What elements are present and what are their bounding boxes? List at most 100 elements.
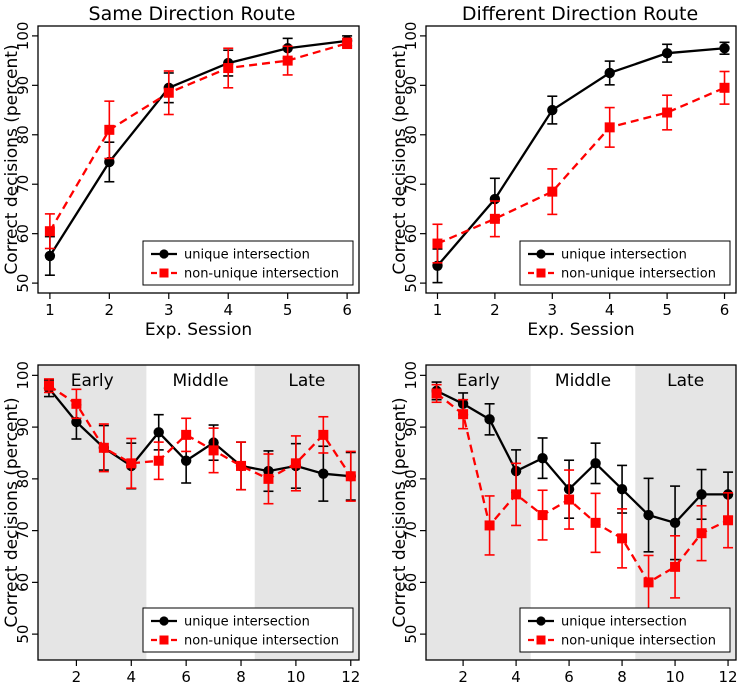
y-axis-label: Correct decisions (percent)	[2, 397, 22, 627]
legend-label: unique intersection	[561, 248, 687, 263]
x-tick-label: 2	[490, 301, 500, 319]
data-point-circle	[661, 47, 673, 59]
x-tick-label: 5	[283, 301, 293, 319]
x-tick-label: 4	[127, 668, 137, 686]
y-tick-label: 70	[14, 175, 32, 194]
panel-different-direction-serial: EarlyMiddleLate506070809010024681012Seri…	[390, 361, 737, 688]
x-tick-label: 4	[605, 301, 615, 319]
data-point-circle	[547, 104, 558, 116]
y-tick-label: 90	[14, 76, 32, 95]
plot-frame	[37, 364, 360, 661]
legend-label: unique intersection	[561, 615, 687, 630]
y-axis-label: Correct decisions (percent)	[390, 44, 410, 274]
data-point-square	[643, 577, 654, 588]
y-axis-label: Correct decisions (percent)	[2, 44, 22, 274]
y-tick-label: 100	[14, 22, 32, 51]
y-axis-label: Correct decisions (percent)	[390, 397, 410, 627]
data-point-circle	[44, 250, 56, 262]
x-tick-label: 4	[511, 668, 521, 686]
legend-marker-circle	[536, 616, 546, 626]
data-point-square	[662, 107, 673, 118]
y-tick-label: 90	[14, 418, 32, 437]
legend: unique intersection non-unique intersecti…	[142, 607, 354, 653]
legend-marker-square	[159, 268, 169, 278]
x-tick-label: 2	[458, 668, 468, 686]
data-point-square	[345, 471, 356, 482]
data-point-square	[696, 528, 707, 539]
legend-label: non-unique intersection	[561, 634, 716, 649]
data-point-square	[670, 561, 681, 572]
y-tick-label: 70	[402, 521, 420, 540]
data-point-circle	[318, 468, 329, 479]
data-point-circle	[180, 455, 192, 466]
y-tick-label: 80	[402, 125, 420, 144]
data-point-square	[181, 429, 192, 440]
data-point-square	[489, 213, 500, 224]
legend: unique intersection non-unique intersecti…	[519, 240, 731, 286]
y-tick-label: 60	[14, 573, 32, 592]
series-non-unique-intersection	[431, 383, 734, 611]
region-label-early: Early	[457, 371, 500, 391]
data-point-square	[484, 520, 495, 531]
legend-box	[142, 240, 354, 286]
data-point-square	[604, 122, 615, 133]
legend-marker-square	[159, 635, 169, 645]
panel-same-direction-route: Same Direction Route 50 60 70 80 90 100 1 2 3 4 5 6…	[2, 3, 360, 340]
data-point-circle	[719, 43, 730, 54]
series-non-unique-intersection	[43, 378, 356, 505]
data-point-square	[537, 510, 548, 521]
y-tick-label: 50	[14, 625, 32, 644]
legend-box	[519, 607, 731, 653]
data-point-circle	[153, 427, 164, 438]
data-point-square	[71, 398, 82, 409]
y-tick-label: 50	[402, 274, 420, 293]
y-tick-label: 70	[14, 521, 32, 540]
data-point-circle	[616, 484, 628, 495]
data-point-square	[564, 494, 575, 505]
y-tick-label: 60	[14, 224, 32, 243]
data-point-square	[208, 445, 219, 456]
legend-marker-circle	[159, 249, 169, 259]
data-point-square	[719, 82, 730, 93]
x-tick-label: 12	[719, 668, 737, 686]
x-tick-label: 4	[223, 301, 233, 319]
legend-marker-circle	[159, 616, 169, 626]
data-point-square	[547, 186, 558, 197]
x-tick-label: 5	[662, 301, 672, 319]
data-point-circle	[71, 416, 82, 428]
legend: unique intersection non-unique intersecti…	[519, 607, 731, 653]
y-tick-label: 80	[14, 469, 32, 488]
region-shade-early	[426, 365, 531, 660]
data-point-circle	[643, 509, 654, 521]
data-point-square	[98, 442, 109, 453]
x-tick-label: 10	[286, 668, 305, 686]
legend-marker-circle	[536, 249, 546, 259]
data-point-square	[153, 455, 164, 466]
data-point-square	[44, 226, 55, 237]
y-tick-label: 90	[402, 418, 420, 437]
data-point-square	[43, 380, 54, 391]
data-point-square	[126, 458, 137, 469]
y-tick-label: 50	[402, 625, 420, 644]
data-point-square	[511, 489, 522, 500]
region-label-early: Early	[71, 371, 114, 391]
data-point-square	[263, 473, 274, 484]
data-point-square	[104, 124, 115, 135]
legend-label: unique intersection	[184, 615, 310, 630]
y-tick-label: 60	[402, 224, 420, 243]
data-point-square	[431, 388, 442, 399]
legend-label: unique intersection	[184, 248, 310, 263]
series-unique-intersection	[431, 381, 734, 561]
region-label-late: Late	[667, 371, 704, 391]
x-tick-label: 3	[164, 301, 174, 319]
x-tick-label: 1	[45, 301, 55, 319]
data-point-square	[590, 517, 601, 528]
data-point-square	[458, 409, 469, 420]
plot-frame	[37, 25, 360, 294]
series-line	[48, 42, 348, 232]
region-label-middle: Middle	[172, 371, 228, 391]
y-tick-label: 100	[14, 361, 32, 390]
y-tick-label: 100	[402, 22, 420, 51]
series-line	[437, 86, 725, 245]
legend-label: non-unique intersection	[184, 634, 339, 649]
